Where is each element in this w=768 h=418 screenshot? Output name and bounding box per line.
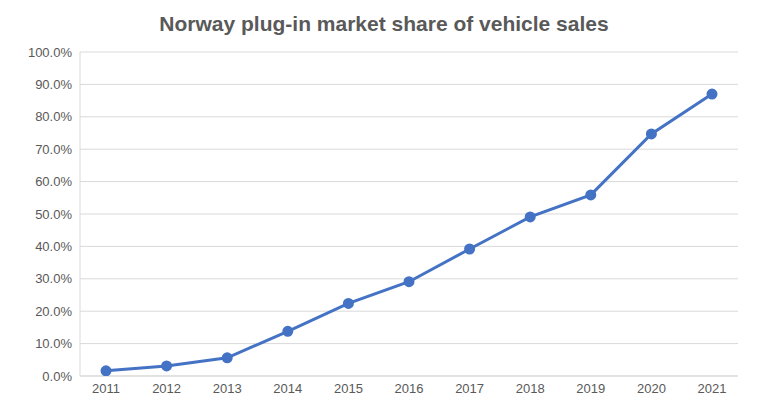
svg-text:60.0%: 60.0%: [35, 174, 72, 189]
svg-text:2016: 2016: [395, 381, 424, 396]
html-text:Norway plug-in market share of: Norway plug-in market share of vehicle s…: [159, 12, 609, 35]
svg-text:0.0%: 0.0%: [42, 369, 72, 384]
svg-text:90.0%: 90.0%: [35, 77, 72, 92]
svg-text:2011: 2011: [92, 381, 120, 396]
svg-text:80.0%: 80.0%: [35, 109, 72, 124]
svg-text:2013: 2013: [213, 381, 242, 396]
svg-text:70.0%: 70.0%: [35, 142, 72, 157]
svg-text:2020: 2020: [637, 381, 666, 396]
svg-text:100.0%: 100.0%: [28, 45, 73, 60]
svg-text:2014: 2014: [273, 381, 302, 396]
svg-text:50.0%: 50.0%: [35, 207, 72, 222]
svg-text:2017: 2017: [455, 381, 484, 396]
svg-text:30.0%: 30.0%: [35, 271, 72, 286]
svg-text:2019: 2019: [576, 381, 605, 396]
svg-text:40.0%: 40.0%: [35, 239, 72, 254]
svg-text:2018: 2018: [516, 381, 545, 396]
svg-text:2021: 2021: [698, 381, 727, 396]
svg-text:2012: 2012: [152, 381, 181, 396]
svg-text:2015: 2015: [334, 381, 363, 396]
svg-text:10.0%: 10.0%: [35, 336, 72, 351]
svg-text:20.0%: 20.0%: [35, 304, 72, 319]
